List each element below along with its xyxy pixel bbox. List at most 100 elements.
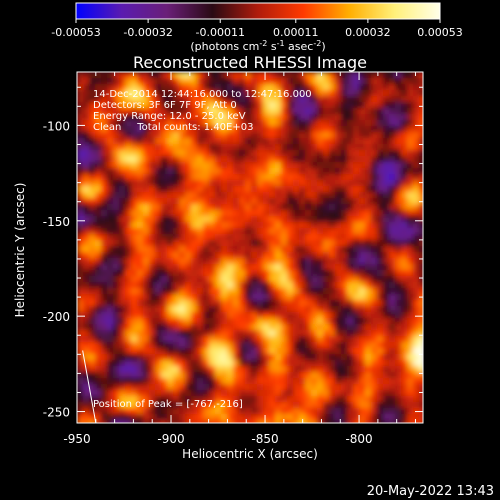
heatmap-cell [185, 192, 192, 199]
heatmap-cell [161, 96, 168, 103]
heatmap-cell [335, 396, 342, 403]
heatmap-cell [227, 396, 234, 403]
heatmap-cell [383, 102, 390, 109]
heatmap-cell [95, 228, 102, 235]
heatmap-cell [173, 294, 180, 301]
heatmap-cell [335, 234, 342, 241]
heatmap-cell [233, 96, 240, 103]
heatmap-cell [389, 264, 396, 271]
heatmap-cell [293, 258, 300, 265]
heatmap-cell [227, 222, 234, 229]
heatmap-cell [419, 372, 423, 379]
heatmap-cell [419, 390, 423, 397]
heatmap-cell [383, 282, 390, 289]
heatmap-cell [293, 102, 300, 109]
heatmap-cell [257, 78, 264, 85]
heatmap-cell [305, 234, 312, 241]
heatmap-cell [335, 390, 342, 397]
heatmap-cell [161, 252, 168, 259]
heatmap-cell [371, 162, 378, 169]
heatmap-cell [155, 330, 162, 337]
heatmap-cell [407, 180, 414, 187]
heatmap-cell [269, 96, 276, 103]
heatmap-cell [191, 174, 198, 181]
heatmap-cell [407, 372, 414, 379]
heatmap-cell [317, 90, 324, 97]
heatmap-cell [317, 414, 324, 421]
heatmap-cell [341, 138, 348, 145]
heatmap-cell [227, 270, 234, 277]
heatmap-cell [347, 96, 354, 103]
heatmap-cell [137, 204, 144, 211]
heatmap-cell [119, 306, 126, 313]
heatmap-cell [125, 246, 132, 253]
heatmap-cell [209, 78, 216, 85]
heatmap-cell [233, 192, 240, 199]
heatmap-cell [131, 366, 138, 373]
heatmap-cell [149, 120, 156, 127]
heatmap-cell [161, 210, 168, 217]
heatmap-cell [341, 234, 348, 241]
heatmap-cell [407, 102, 414, 109]
plot-area [77, 72, 423, 423]
heatmap-cell [131, 372, 138, 379]
heatmap-cell [131, 186, 138, 193]
heatmap-cell [281, 228, 288, 235]
heatmap-cell [317, 258, 324, 265]
heatmap-cell [305, 282, 312, 289]
heatmap-cell [323, 168, 330, 175]
heatmap-cell [323, 312, 330, 319]
heatmap-cell [143, 318, 150, 325]
heatmap-cell [131, 330, 138, 337]
heatmap-cell [299, 210, 306, 217]
heatmap-cell [353, 120, 360, 127]
heatmap-cell [209, 204, 216, 211]
heatmap-cell [89, 294, 96, 301]
heatmap-cell [335, 408, 342, 415]
heatmap-cell [263, 108, 270, 115]
heatmap-cell [401, 108, 408, 115]
heatmap-cell [329, 240, 336, 247]
heatmap-cell [251, 336, 258, 343]
heatmap-cell [359, 144, 366, 151]
heatmap-cell [149, 240, 156, 247]
colorbar-tick-label: 0.00011 [273, 26, 319, 39]
heatmap-cell [347, 144, 354, 151]
x-tick-label: -900 [157, 432, 184, 446]
heatmap-cell [287, 108, 294, 115]
heatmap-cell [407, 366, 414, 373]
heatmap-cell [107, 324, 114, 331]
heatmap-cell [419, 366, 423, 373]
heatmap-cell [251, 276, 258, 283]
heatmap-cell [239, 312, 246, 319]
heatmap-cell [233, 324, 240, 331]
heatmap-cell [341, 408, 348, 415]
heatmap-cell [389, 330, 396, 337]
heatmap-cell [143, 348, 150, 355]
heatmap-cell [239, 108, 246, 115]
heatmap-cell [155, 336, 162, 343]
heatmap-cell [359, 108, 366, 115]
heatmap-cell [257, 354, 264, 361]
heatmap-cell [365, 306, 372, 313]
heatmap-cell [77, 150, 84, 157]
heatmap-cell [209, 330, 216, 337]
heatmap-cell [83, 348, 90, 355]
heatmap-cell [89, 186, 96, 193]
heatmap-cell [227, 102, 234, 109]
heatmap-cell [383, 306, 390, 313]
heatmap-cell [203, 300, 210, 307]
heatmap-cell [383, 168, 390, 175]
heatmap-cell [95, 198, 102, 205]
heatmap-cell [383, 72, 390, 79]
heatmap-cell [335, 288, 342, 295]
heatmap-cell [221, 78, 228, 85]
heatmap-cell [227, 174, 234, 181]
heatmap-cell [221, 396, 228, 403]
annotation-energy-range: Energy Range: 12.0 - 25.0 keV [93, 111, 246, 122]
heatmap-cell [287, 306, 294, 313]
heatmap-cell [377, 270, 384, 277]
heatmap-cell [167, 336, 174, 343]
heatmap-cell [365, 132, 372, 139]
heatmap-cell [281, 84, 288, 91]
